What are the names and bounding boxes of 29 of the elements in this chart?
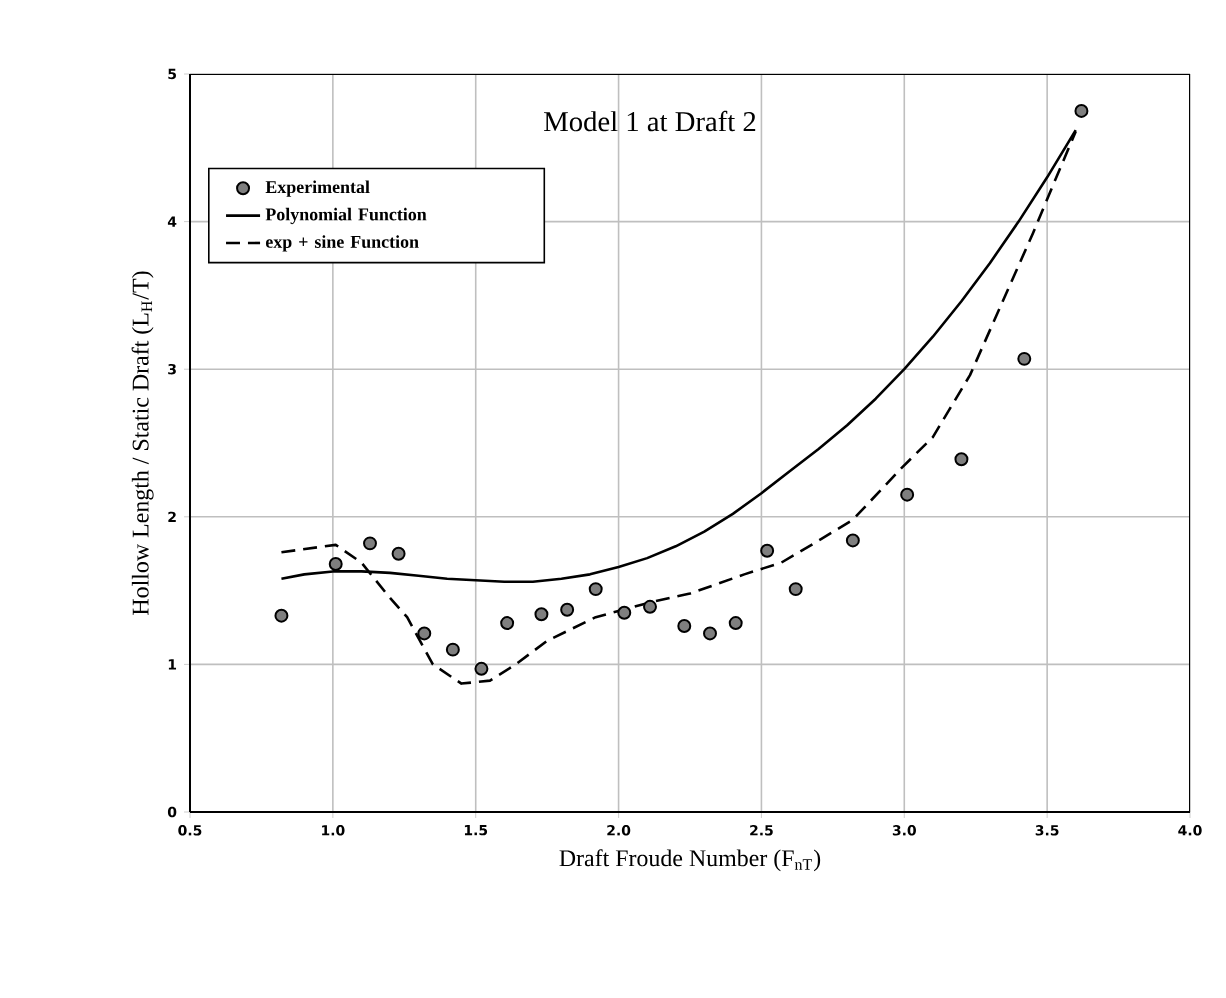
point: [845, 533, 860, 548]
legend-label: Polynomial Function: [265, 207, 427, 225]
point: [617, 605, 632, 620]
point: [643, 599, 657, 614]
point: [274, 608, 289, 623]
point: [703, 626, 717, 641]
point: [500, 616, 515, 631]
point: [900, 487, 915, 502]
legend-label: Experimental: [265, 180, 370, 197]
point: [391, 546, 406, 561]
point: [1074, 103, 1089, 118]
point: [560, 602, 575, 617]
point: [328, 557, 343, 572]
text: Model 1 at Draft 2: [544, 110, 756, 132]
point: [588, 582, 603, 597]
point: [760, 543, 775, 558]
point: [445, 642, 460, 657]
point: [954, 452, 969, 467]
y-axis-title: Hollow Length / Static Draft (L$_{H}$/T): [131, 271, 154, 615]
point: [677, 619, 692, 633]
point: [728, 616, 743, 631]
point: [788, 582, 803, 597]
legend-label: exp + sine Function: [265, 235, 419, 252]
point: [417, 626, 432, 641]
x-axis-title: Draft Froude Number (F$_{nT}$): [559, 849, 821, 872]
point: [474, 661, 489, 676]
point: [363, 536, 377, 551]
point: [1017, 351, 1032, 366]
point: [534, 607, 549, 622]
